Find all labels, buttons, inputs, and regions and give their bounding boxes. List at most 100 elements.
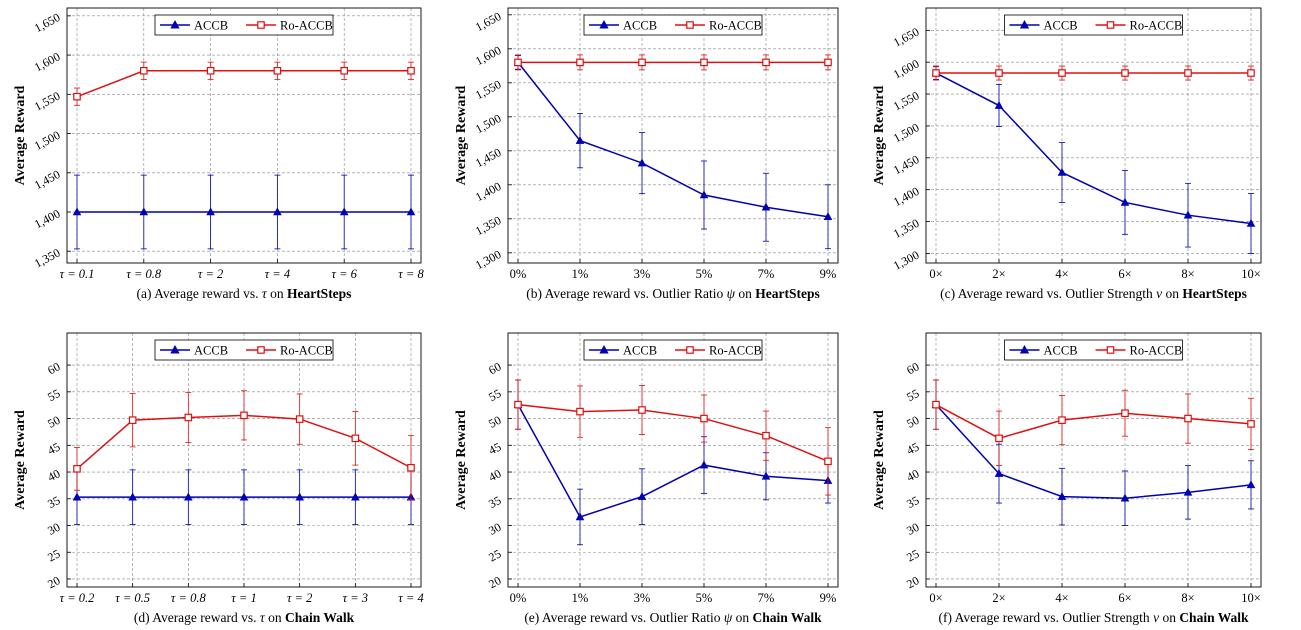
legend-label: ACCB <box>194 344 228 358</box>
data-point <box>351 492 360 501</box>
data-point <box>514 58 522 67</box>
y-tick-label: 25 <box>904 547 921 565</box>
x-tick-label: 8× <box>1181 591 1194 605</box>
data-point <box>762 58 770 67</box>
data-point <box>1247 420 1255 428</box>
x-tick-label: τ = 4 <box>265 267 290 281</box>
chart-panel-4: 20 25 30 35 40 45 50 55 60 0% 1% 3% 5% 7% 9% Average Re… <box>454 332 839 625</box>
y-tick-label: 1,450 <box>473 145 503 170</box>
legend-label: ACCB <box>623 19 657 33</box>
x-tick-label: 1% <box>572 267 589 281</box>
caption-math: τ <box>260 610 266 625</box>
series-line <box>935 403 1252 440</box>
y-tick-label: 1,650 <box>32 10 62 35</box>
x-tick-label: 5% <box>696 267 713 281</box>
data-point <box>1058 416 1066 424</box>
x-tick-label: τ = 0.2 <box>60 591 95 605</box>
series-accb <box>513 379 833 546</box>
data-point <box>240 411 248 420</box>
y-tick-label: 1,550 <box>32 89 62 114</box>
y-axis-title: Average Reward <box>13 410 28 510</box>
y-tick-label: 1,400 <box>473 179 503 204</box>
data-point <box>1121 409 1129 418</box>
data-point <box>824 457 832 466</box>
series-ro-accb <box>932 379 1255 467</box>
y-tick-label: 50 <box>45 413 62 431</box>
series-accb <box>72 469 416 525</box>
legend-marker <box>170 344 180 354</box>
data-point <box>128 492 137 501</box>
legend-box <box>583 339 763 361</box>
legend-marker <box>170 19 180 29</box>
x-tick-label: τ = 0.5 <box>115 591 150 605</box>
y-tick-label: 1,300 <box>473 247 503 272</box>
data-point <box>700 414 708 423</box>
y-tick-label: 1,400 <box>891 184 921 209</box>
y-tick-label: 50 <box>904 413 921 431</box>
data-point <box>576 407 584 416</box>
y-tick-label: 1,500 <box>473 111 503 136</box>
data-point <box>1057 492 1067 500</box>
x-tick-label: 9% <box>820 267 837 281</box>
chart-panel-0: 1,350 1,400 1,450 1,500 1,550 1,600 1,650 τ = 0… <box>13 7 424 301</box>
plot-frame <box>66 7 422 264</box>
legend-box <box>1004 14 1183 36</box>
data-point <box>824 58 832 67</box>
y-axis-title: Average Reward <box>13 85 28 185</box>
x-tick-label: τ = 6 <box>331 267 357 281</box>
legend-marker <box>599 344 609 354</box>
x-tick-label: τ = 3 <box>343 591 368 605</box>
x-tick-label: 2× <box>992 591 1005 605</box>
data-point <box>406 207 416 216</box>
data-point <box>140 66 148 75</box>
caption-bold: HeartSteps <box>755 286 820 301</box>
caption-bold: HeartSteps <box>287 286 352 301</box>
legend: ACCB Ro-ACCB <box>583 14 763 36</box>
legend-marker <box>257 21 265 29</box>
legend-label: Ro-ACCB <box>709 344 762 358</box>
y-tick-label: 1,500 <box>32 128 62 153</box>
y-tick-label: 1,550 <box>891 88 921 113</box>
data-point <box>994 100 1004 109</box>
data-point <box>1183 210 1193 219</box>
y-tick-label: 40 <box>486 466 503 484</box>
y-axis-title: Average Reward <box>454 410 469 510</box>
series-line <box>517 404 829 518</box>
x-tick-label: τ = 1 <box>231 591 256 605</box>
data-point <box>638 406 646 414</box>
series-line <box>517 403 829 463</box>
data-point <box>700 58 708 67</box>
y-tick-label: 1,350 <box>891 216 921 241</box>
x-tick-label: τ = 4 <box>398 591 423 605</box>
data-point <box>637 492 647 500</box>
legend-label: ACCB <box>1044 19 1078 33</box>
y-tick-label: 35 <box>45 493 62 511</box>
x-tick-label: 6× <box>1118 591 1131 605</box>
x-tick-label: 6× <box>1118 267 1131 281</box>
legend-label: Ro-ACCB <box>280 19 333 33</box>
data-point <box>1058 69 1066 77</box>
legend-label: Ro-ACCB <box>280 344 333 358</box>
chart-caption: (d) Average reward vs. τ on Chain Walk <box>134 610 355 625</box>
caption-mid: on <box>735 286 755 301</box>
series-ro-accb <box>73 390 415 501</box>
caption-mid: on <box>732 610 752 625</box>
data-point <box>932 69 940 77</box>
y-axis-title: Average Reward <box>872 410 887 510</box>
series-line <box>935 404 1252 499</box>
data-point <box>295 415 304 423</box>
y-tick-label: 60 <box>45 359 62 377</box>
series-ro-accb <box>932 65 1255 81</box>
data-point <box>206 66 215 75</box>
y-tick-label: 20 <box>486 573 503 591</box>
x-tick-label: 0× <box>929 591 942 605</box>
x-tick-label: 7% <box>758 591 775 605</box>
plot-frame <box>925 332 1262 588</box>
x-tick-label: τ = 0.8 <box>171 591 207 605</box>
caption-bold: HeartSteps <box>1182 286 1247 301</box>
data-point <box>340 66 349 75</box>
chart-caption: (b) Average reward vs. Outlier Ratio ψ o… <box>526 286 819 301</box>
caption-mid: on <box>1162 286 1182 301</box>
data-point <box>761 202 771 211</box>
y-tick-label: 60 <box>486 359 503 377</box>
